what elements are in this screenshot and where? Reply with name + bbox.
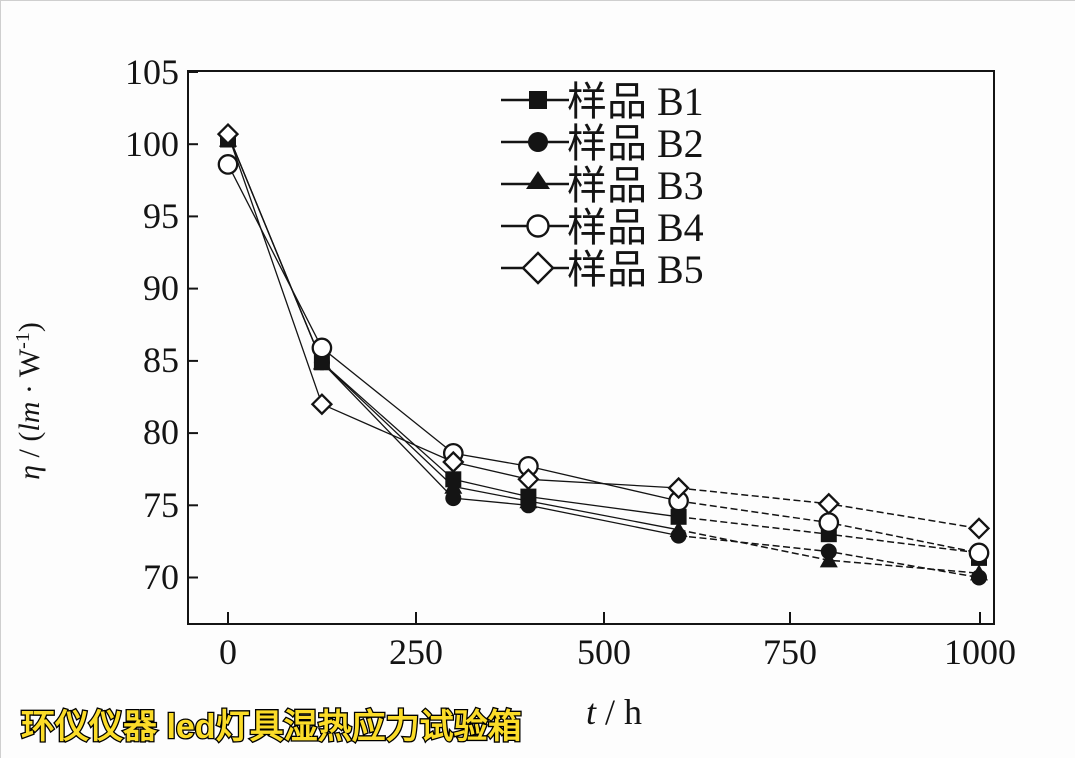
svg-text:70: 70 [143, 557, 179, 597]
svg-text:750: 750 [763, 632, 817, 672]
svg-text:样品 B4: 样品 B4 [567, 205, 704, 250]
svg-text:105: 105 [125, 52, 179, 92]
svg-text:样品 B2: 样品 B2 [567, 121, 704, 166]
svg-text:样品 B3: 样品 B3 [567, 163, 704, 208]
svg-text:η / (lm · W-1): η / (lm · W-1) [12, 322, 46, 480]
svg-text:250: 250 [389, 632, 443, 672]
svg-text:80: 80 [143, 412, 179, 452]
svg-text:100: 100 [125, 124, 179, 164]
svg-text:90: 90 [143, 268, 179, 308]
svg-text:95: 95 [143, 196, 179, 236]
svg-text:样品 B1: 样品 B1 [567, 79, 704, 124]
svg-text:85: 85 [143, 340, 179, 380]
svg-text:500: 500 [577, 632, 631, 672]
svg-text:1000: 1000 [944, 632, 1016, 672]
svg-text:t / h: t / h [586, 692, 642, 732]
svg-text:0: 0 [219, 632, 237, 672]
svg-text:样品 B5: 样品 B5 [567, 247, 704, 292]
svg-text:75: 75 [143, 485, 179, 525]
